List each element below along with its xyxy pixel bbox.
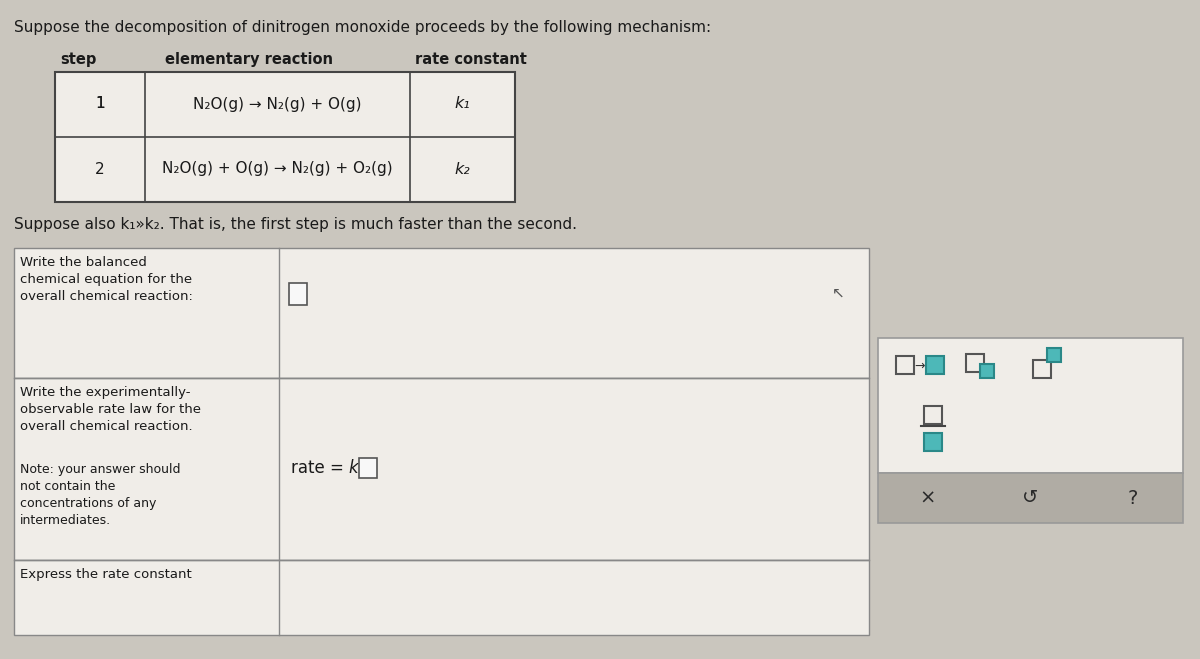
Bar — [896, 356, 914, 374]
Bar — [1046, 348, 1061, 362]
Text: elementary reaction: elementary reaction — [166, 52, 334, 67]
Bar — [14, 378, 869, 560]
Bar — [878, 338, 1183, 473]
Bar — [878, 473, 1183, 523]
Text: N₂O(g) → N₂(g) + O(g): N₂O(g) → N₂(g) + O(g) — [193, 96, 361, 111]
Text: ↺: ↺ — [1022, 488, 1038, 507]
Bar — [359, 458, 377, 478]
Bar — [14, 560, 869, 635]
Text: k₁: k₁ — [454, 96, 470, 111]
Bar — [14, 248, 869, 378]
Bar — [1033, 360, 1051, 378]
Text: ×: × — [920, 488, 936, 507]
Text: 2: 2 — [95, 161, 104, 177]
Text: Write the experimentally-
observable rate law for the
overall chemical reaction.: Write the experimentally- observable rat… — [20, 386, 202, 433]
Bar — [980, 364, 994, 378]
Text: 1: 1 — [95, 96, 104, 111]
Text: Express the rate constant: Express the rate constant — [20, 568, 192, 581]
Text: N₂O(g) + O(g) → N₂(g) + O₂(g): N₂O(g) + O(g) → N₂(g) + O₂(g) — [162, 161, 392, 177]
Bar — [289, 283, 307, 305]
Bar — [55, 72, 515, 202]
Text: rate constant: rate constant — [415, 52, 527, 67]
Bar — [924, 406, 942, 424]
Text: ?: ? — [1128, 488, 1138, 507]
Text: rate =: rate = — [292, 459, 349, 477]
Text: ↖: ↖ — [832, 285, 845, 301]
Text: Suppose the decomposition of dinitrogen monoxide proceeds by the following mecha: Suppose the decomposition of dinitrogen … — [14, 20, 712, 35]
Text: →: → — [914, 360, 924, 372]
Bar — [966, 354, 984, 372]
Text: step: step — [60, 52, 96, 67]
Text: Write the balanced
chemical equation for the
overall chemical reaction:: Write the balanced chemical equation for… — [20, 256, 193, 303]
Text: Suppose also k₁»k₂. That is, the first step is much faster than the second.: Suppose also k₁»k₂. That is, the first s… — [14, 217, 577, 232]
Text: Note: your answer should
not contain the
concentrations of any
intermediates.: Note: your answer should not contain the… — [20, 463, 180, 527]
Text: k: k — [348, 459, 358, 477]
Bar — [926, 356, 944, 374]
Text: k₂: k₂ — [454, 161, 470, 177]
Text: 1: 1 — [95, 96, 104, 111]
Bar — [924, 433, 942, 451]
